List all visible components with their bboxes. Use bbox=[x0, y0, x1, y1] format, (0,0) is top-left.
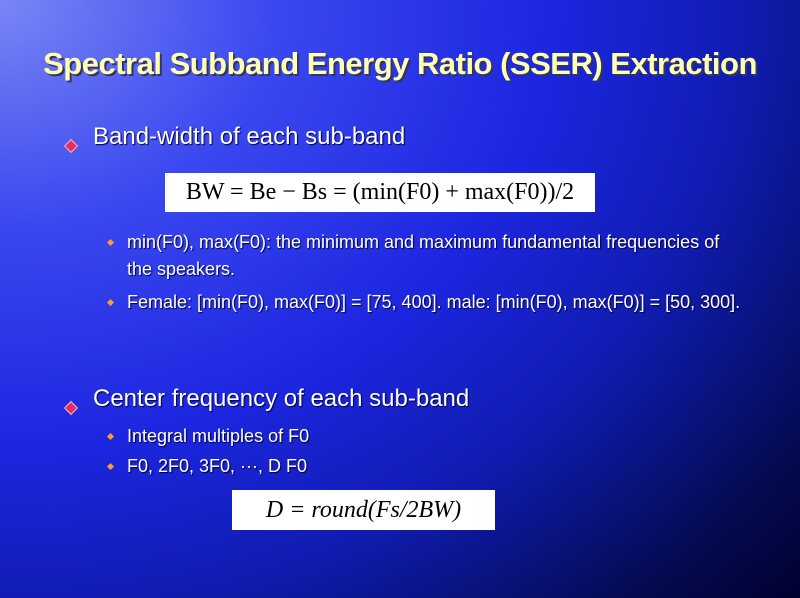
sub-bullet-ranges: Female: [min(F0), max(F0)] = [75, 400]. … bbox=[127, 292, 741, 312]
bullet-center-frequency: Center frequency of each sub-band bbox=[93, 385, 470, 412]
bullet-diamond-icon bbox=[63, 400, 79, 416]
bullet-diamond-icon bbox=[63, 138, 79, 154]
sub-bullet-integral: Integral multiples of F0 bbox=[127, 426, 310, 446]
sub-bullet-multiples: F0, 2F0, 3F0, ···, D F0 bbox=[127, 456, 308, 476]
sub-bullet-icon bbox=[106, 238, 115, 247]
sub-bullet-icon bbox=[106, 432, 115, 441]
bandwidth-formula: BW = Be − Bs = (min(F0) + max(F0))/2 bbox=[165, 173, 595, 212]
bullet-bandwidth: Band-width of each sub-band bbox=[93, 123, 406, 150]
slide-title: Spectral Subband Energy Ratio (SSER) Ext… bbox=[43, 46, 757, 81]
sub-bullet-icon bbox=[106, 298, 115, 307]
d-formula-text: D = round(Fs/2BW) bbox=[265, 496, 462, 523]
sub-bullet-icon bbox=[106, 462, 115, 471]
sub-bullet-minmax: min(F0), max(F0): the minimum and maximu… bbox=[127, 232, 720, 279]
bandwidth-formula-text: BW = Be − Bs = (min(F0) + max(F0))/2 bbox=[185, 179, 575, 205]
d-formula: D = round(Fs/2BW) bbox=[232, 490, 495, 530]
